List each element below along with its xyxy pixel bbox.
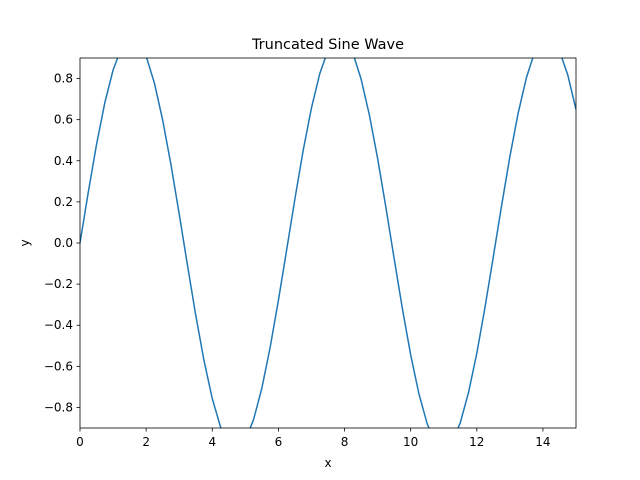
x-tick-label: 10	[403, 435, 418, 449]
x-tick-label: 6	[275, 435, 283, 449]
plot-frame	[79, 57, 577, 429]
series-line	[80, 58, 576, 428]
x-tick-label: 12	[469, 435, 484, 449]
y-tick-label: 0.8	[54, 72, 73, 86]
y-axis-label: y	[18, 239, 32, 246]
y-tick-label: 0.0	[54, 236, 73, 250]
y-tick-label: −0.2	[44, 277, 73, 291]
y-tick-label: 0.6	[54, 113, 73, 127]
x-tick-label: 8	[341, 435, 349, 449]
y-tick-label: 0.2	[54, 195, 73, 209]
x-tick-label: 0	[76, 435, 84, 449]
y-tick-label: −0.4	[44, 318, 73, 332]
chart-title: Truncated Sine Wave	[251, 37, 404, 53]
plot-area	[80, 58, 576, 428]
x-axis-label: x	[324, 456, 331, 470]
y-tick-label: 0.4	[54, 154, 73, 168]
x-tick-label: 4	[208, 435, 216, 449]
x-tick-label: 2	[142, 435, 150, 449]
x-axis-ticks: 0 2 4 6 8 10 12 14	[76, 428, 551, 449]
y-tick-label: −0.8	[44, 400, 73, 414]
x-tick-label: 14	[535, 435, 550, 449]
y-axis-ticks: −0.8 −0.6 −0.4 −0.2 0.0 0.2 0.4 0.6 0.8	[44, 72, 80, 414]
y-tick-label: −0.6	[44, 359, 73, 373]
